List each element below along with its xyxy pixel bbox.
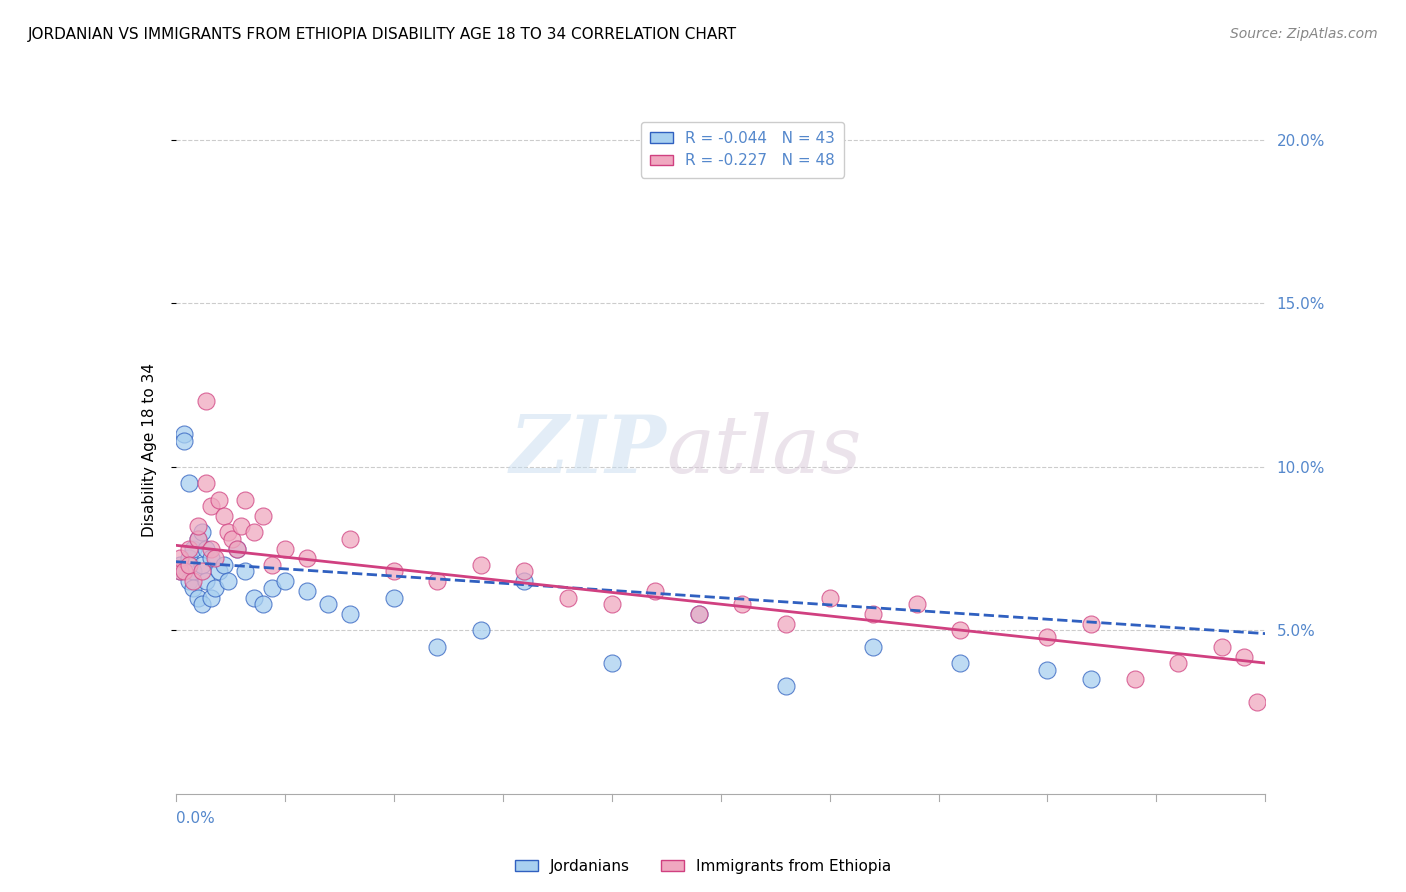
Point (600, 597, 623, 611)
Point (644, 584, 666, 599)
Point (775, 616, 797, 631)
Point (204, 551, 226, 566)
Y-axis label: Disability Age 18 to 34: Disability Age 18 to 34 (142, 363, 157, 538)
Point (1036, 630, 1059, 644)
Point (513, 574, 536, 589)
Text: Source: ZipAtlas.com: Source: ZipAtlas.com (1230, 27, 1378, 41)
Point (470, 558, 492, 572)
Point (195, 541, 218, 556)
Point (169, 558, 191, 572)
Text: atlas: atlas (666, 412, 862, 489)
Point (191, 558, 214, 572)
Text: 0.0%: 0.0% (176, 811, 215, 826)
Point (1036, 663, 1059, 677)
Point (243, 591, 266, 605)
Point (200, 551, 222, 566)
Point (191, 565, 214, 579)
Point (181, 581, 204, 595)
Point (225, 541, 247, 556)
Point (181, 574, 204, 589)
Point (235, 565, 257, 579)
Point (169, 565, 191, 579)
Point (426, 640, 449, 654)
Point (688, 607, 710, 621)
Point (169, 565, 191, 579)
Point (862, 607, 884, 621)
Point (949, 656, 972, 670)
Point (212, 508, 235, 523)
Point (191, 597, 214, 611)
Point (1246, 695, 1268, 709)
Point (195, 394, 218, 409)
Point (173, 565, 195, 579)
Point (600, 656, 623, 670)
Point (260, 581, 283, 595)
Point (169, 551, 191, 566)
Point (513, 565, 536, 579)
Point (426, 574, 449, 589)
Point (195, 574, 218, 589)
Point (339, 532, 361, 546)
Point (186, 591, 209, 605)
Legend: Jordanians, Immigrants from Ethiopia: Jordanians, Immigrants from Ethiopia (509, 853, 897, 880)
Point (274, 574, 297, 589)
Point (235, 492, 257, 507)
Point (260, 558, 283, 572)
Point (173, 427, 195, 442)
Point (1123, 673, 1146, 687)
Legend: R = -0.044   N = 43, R = -0.227   N = 48: R = -0.044 N = 43, R = -0.227 N = 48 (641, 121, 844, 178)
Point (212, 558, 235, 572)
Point (731, 597, 754, 611)
Point (221, 532, 243, 546)
Point (818, 591, 841, 605)
Point (382, 565, 405, 579)
Point (274, 541, 297, 556)
Point (295, 584, 318, 599)
Point (905, 597, 928, 611)
Point (204, 581, 226, 595)
Point (339, 607, 361, 621)
Text: JORDANIAN VS IMMIGRANTS FROM ETHIOPIA DISABILITY AGE 18 TO 34 CORRELATION CHART: JORDANIAN VS IMMIGRANTS FROM ETHIOPIA DI… (28, 27, 737, 42)
Point (217, 574, 239, 589)
Point (1232, 649, 1256, 664)
Point (295, 551, 318, 566)
Point (225, 541, 247, 556)
Point (186, 518, 209, 533)
Point (318, 597, 340, 611)
Point (1211, 640, 1233, 654)
Point (470, 624, 492, 638)
Point (775, 679, 797, 693)
Point (231, 518, 253, 533)
Point (252, 597, 274, 611)
Point (200, 541, 222, 556)
Point (186, 532, 209, 546)
Text: ZIP: ZIP (509, 412, 666, 489)
Point (186, 532, 209, 546)
Point (173, 434, 195, 448)
Point (862, 640, 884, 654)
Point (949, 624, 972, 638)
Point (177, 558, 200, 572)
Point (557, 591, 579, 605)
Point (217, 525, 239, 540)
Point (181, 565, 204, 579)
Point (208, 565, 231, 579)
Point (177, 551, 200, 566)
Point (177, 574, 200, 589)
Point (243, 525, 266, 540)
Point (1080, 616, 1102, 631)
Point (688, 607, 710, 621)
Point (195, 476, 218, 491)
Point (382, 591, 405, 605)
Point (177, 541, 200, 556)
Point (208, 492, 231, 507)
Point (181, 541, 204, 556)
Point (1080, 673, 1102, 687)
Point (177, 476, 200, 491)
Point (252, 508, 274, 523)
Point (200, 499, 222, 513)
Point (200, 591, 222, 605)
Point (1167, 656, 1189, 670)
Point (191, 525, 214, 540)
